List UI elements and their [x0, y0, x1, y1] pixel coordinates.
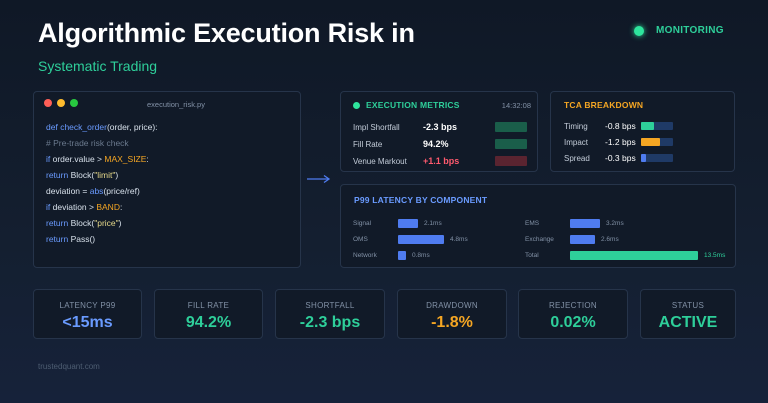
tca-breakdown-panel: TCA BREAKDOWN Timing -0.8 bps Impact -1.…	[550, 91, 735, 172]
latency-row-total: Total 13.5ms	[525, 249, 725, 261]
tca-row-timing: Timing -0.8 bps	[564, 120, 673, 132]
code-editor-panel: execution_risk.py def check_order(order,…	[33, 91, 301, 268]
code-line: if order.value > MAX_SIZE:	[46, 154, 149, 164]
kpi-tile-latency: LATENCY P99 <15ms	[33, 289, 142, 339]
metric-indicator	[495, 139, 527, 149]
latency-value: 13.5ms	[704, 251, 726, 259]
kpi-value: -1.8%	[431, 314, 473, 331]
code-line: if deviation > BAND:	[46, 202, 123, 212]
close-window-icon[interactable]	[44, 99, 52, 107]
metric-indicator	[495, 122, 527, 132]
latency-row-ems: EMS 3.2ms	[525, 217, 624, 229]
tca-bar-track	[641, 122, 673, 130]
tca-row-spread: Spread -0.3 bps	[564, 152, 673, 164]
metric-row-venue-markout: Venue Markout +1.1 bps	[353, 154, 527, 168]
latency-bar	[570, 250, 698, 260]
kpi-label: DRAWDOWN	[426, 301, 478, 310]
latency-label: EMS	[525, 219, 540, 227]
panel-title: TCA BREAKDOWN	[564, 100, 644, 110]
latency-label: Network	[353, 251, 377, 259]
latency-label: OMS	[353, 235, 368, 243]
kpi-value: <15ms	[62, 314, 113, 331]
window-controls	[34, 92, 300, 114]
metric-row-fill-rate: Fill Rate 94.2%	[353, 137, 527, 151]
tca-bar-fill	[641, 122, 654, 130]
kpi-value: 0.02%	[550, 314, 596, 331]
kpi-label: FILL RATE	[187, 301, 230, 310]
latency-label: Exchange	[525, 235, 554, 243]
code-line: return Pass()	[46, 234, 96, 244]
panel-title: EXECUTION METRICS	[366, 100, 460, 110]
live-dot-icon	[353, 102, 360, 109]
metric-label: Venue Markout	[353, 156, 407, 166]
panel-title: P99 LATENCY BY COMPONENT	[354, 195, 488, 205]
timestamp: 14:32:08	[501, 101, 531, 110]
latency-label: Total	[525, 251, 539, 259]
metric-value: -2.3 bps	[423, 122, 458, 132]
tca-value: -1.2 bps	[605, 137, 636, 147]
monitoring-status: MONITORING	[634, 25, 724, 36]
code-line: return Block("limit")	[46, 170, 119, 180]
code-filename: execution_risk.py	[147, 100, 205, 109]
kpi-tile-fill-rate: FILL RATE 94.2%	[154, 289, 263, 339]
latency-row-signal: Signal 2.1ms	[353, 217, 442, 229]
latency-bar	[570, 218, 600, 228]
latency-bar	[398, 234, 444, 244]
code-line: return Block("price")	[46, 218, 122, 228]
metric-value: 94.2%	[423, 139, 449, 149]
status-dot-icon	[634, 25, 644, 36]
latency-value: 2.1ms	[424, 219, 442, 227]
metric-label: Impl Shortfall	[353, 122, 400, 132]
execution-metrics-panel: EXECUTION METRICS 14:32:08 Impl Shortfal…	[340, 91, 538, 172]
kpi-label: SHORTFALL	[305, 301, 355, 310]
kpi-tile-shortfall: SHORTFALL -2.3 bps	[275, 289, 385, 339]
metric-row-impl-shortfall: Impl Shortfall -2.3 bps	[353, 120, 527, 134]
metric-label: Fill Rate	[353, 139, 383, 149]
kpi-tile-rejection: REJECTION 0.02%	[518, 289, 628, 339]
tca-label: Spread	[564, 153, 590, 163]
kpi-label: LATENCY P99	[59, 301, 116, 310]
tca-bar-track	[641, 138, 673, 146]
kpi-value: 94.2%	[185, 314, 232, 331]
latency-label: Signal	[353, 219, 372, 227]
code-line: def check_order(order, price):	[46, 122, 158, 132]
tca-value: -0.3 bps	[605, 153, 636, 163]
latency-row-network: Network 0.8ms	[353, 249, 430, 261]
kpi-tile-drawdown: DRAWDOWN -1.8%	[397, 289, 507, 339]
footer-link[interactable]: trustedquant.com	[38, 362, 100, 371]
latency-row-oms: OMS 4.8ms	[353, 233, 468, 245]
code-line: # Pre-trade risk check	[46, 138, 129, 148]
tca-row-impact: Impact -1.2 bps	[564, 136, 673, 148]
minimize-window-icon[interactable]	[57, 99, 65, 107]
latency-value: 0.8ms	[412, 251, 430, 259]
tca-bar-fill	[641, 154, 646, 162]
tca-value: -0.8 bps	[605, 121, 636, 131]
latency-bar	[570, 234, 595, 244]
tca-label: Timing	[564, 121, 588, 131]
kpi-label: STATUS	[671, 301, 705, 310]
kpi-value: -2.3 bps	[299, 314, 361, 331]
page-subtitle: Systematic Trading	[38, 58, 158, 74]
tca-bar-track	[641, 154, 673, 162]
latency-bar	[398, 250, 406, 260]
kpi-label: REJECTION	[548, 301, 598, 310]
tca-label: Impact	[564, 137, 589, 147]
flow-arrow-icon	[307, 174, 331, 184]
tca-bar-fill	[641, 138, 661, 146]
latency-row-exchange: Exchange 2.6ms	[525, 233, 619, 245]
kpi-value: ACTIVE	[658, 314, 718, 331]
latency-panel: P99 LATENCY BY COMPONENT Signal 2.1ms OM…	[340, 184, 736, 268]
metric-indicator	[495, 156, 527, 166]
latency-value: 2.6ms	[601, 235, 619, 243]
latency-value: 3.2ms	[606, 219, 624, 227]
metric-value: +1.1 bps	[423, 156, 460, 166]
maximize-window-icon[interactable]	[70, 99, 78, 107]
kpi-tile-status: STATUS ACTIVE	[640, 289, 736, 339]
latency-value: 4.8ms	[450, 235, 468, 243]
monitoring-label: MONITORING	[656, 25, 724, 36]
code-line: deviation = abs(price/ref)	[46, 186, 140, 196]
latency-bar	[398, 218, 418, 228]
page-title: Algorithmic Execution Risk in	[38, 18, 415, 48]
